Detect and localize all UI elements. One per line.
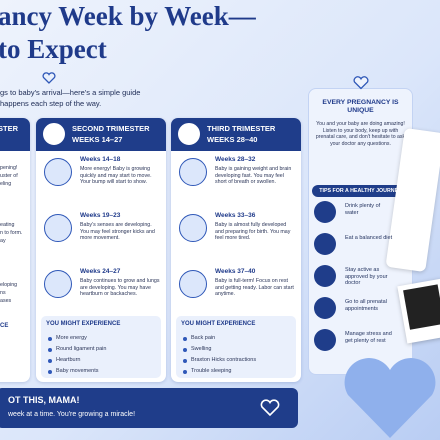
entry-icon xyxy=(44,158,72,186)
entry-icon xyxy=(179,214,207,242)
entry-label: Weeks 14–18 xyxy=(80,156,121,163)
fragment-heading: CE xyxy=(0,323,9,329)
entry-text: Baby is gaining weight and brain develop… xyxy=(215,166,292,186)
heart-pillow xyxy=(344,358,436,438)
entry-label: Weeks 28–32 xyxy=(215,156,256,163)
heart-icon xyxy=(260,399,280,417)
experience-item: Baby movements xyxy=(56,368,99,374)
bullet xyxy=(48,370,52,374)
tips-title: TIPS FOR A HEALTHY JOURNEY xyxy=(312,185,409,197)
tip-icon xyxy=(314,201,336,223)
card-weeks: WEEKS 28–40 xyxy=(207,135,258,144)
fragment-text: eating xyxy=(0,222,15,228)
card-header: STER xyxy=(0,118,30,151)
banner: OT THIS, MAMA! week at a time. You're gr… xyxy=(0,388,298,428)
bullet xyxy=(48,348,52,352)
experience-item: Back pain xyxy=(191,335,216,341)
entry-label: Weeks 37–40 xyxy=(215,268,256,275)
entry-icon xyxy=(44,270,72,298)
banner-text: week at a time. You're growing a miracle… xyxy=(8,411,136,418)
experience-title: YOU MIGHT EXPERIENCE xyxy=(46,321,121,327)
tip-text: Stay active as approved by your doctor xyxy=(345,267,388,287)
entry-label: Weeks 24–27 xyxy=(80,268,121,275)
banner-title: OT THIS, MAMA! xyxy=(8,395,80,405)
card-title: THIRD TRIMESTER xyxy=(207,124,276,133)
experience-item: More energy xyxy=(56,335,87,341)
title-line: ancy Week by Week— xyxy=(0,1,256,31)
fragment-text: eloping xyxy=(0,282,18,288)
fragment-text: eling xyxy=(0,181,12,187)
subtitle: happens each step of the way. xyxy=(0,99,102,108)
header-icon xyxy=(43,123,65,145)
entry-text: Baby continues to grow and lungs are dev… xyxy=(80,278,160,298)
photo-fill xyxy=(403,284,440,330)
bullet xyxy=(48,359,52,363)
title-line: to Expect xyxy=(0,34,107,64)
heart-icon xyxy=(353,76,369,90)
entry-text: Baby is full-term! Focus on rest and get… xyxy=(215,278,294,298)
fragment-text: n to form. xyxy=(0,230,23,236)
entry-text: Baby is almost fully developed and prepa… xyxy=(215,222,291,242)
bullet xyxy=(183,348,187,352)
entry-icon xyxy=(179,270,207,298)
card-title: STER xyxy=(0,124,18,133)
fragment-text: pening! xyxy=(0,165,18,171)
experience-item: Trouble sleeping xyxy=(191,368,232,374)
experience-title: YOU MIGHT EXPERIENCE xyxy=(181,321,256,327)
experience-box xyxy=(41,316,161,378)
tip-text: Manage stress and get plenty of rest xyxy=(345,331,392,344)
tip-icon xyxy=(314,297,336,319)
card-weeks: WEEKS 14–27 xyxy=(72,135,123,144)
experience-item: Heartburn xyxy=(56,357,81,363)
card-title: SECOND TRIMESTER xyxy=(72,124,150,133)
side-title: EVERY PREGNANCY IS UNIQUE xyxy=(322,99,399,114)
tip-text: Drink plenty of water xyxy=(345,203,381,216)
bullet xyxy=(48,337,52,341)
fragment-text: ases xyxy=(0,298,12,304)
fragment-text: uster of xyxy=(0,173,18,179)
subtitle: gs to baby's arrival—here's a simple gui… xyxy=(0,88,141,97)
fragment-text: ns xyxy=(0,290,6,296)
entry-icon xyxy=(44,214,72,242)
fragment-text: ay xyxy=(0,238,6,244)
experience-item: Braxton Hicks contractions xyxy=(191,357,257,363)
bullet xyxy=(183,359,187,363)
tip-icon xyxy=(314,265,336,287)
entry-icon xyxy=(179,158,207,186)
tip-text: Eat a balanced diet xyxy=(345,235,393,241)
first-trimester-card: STER xyxy=(0,118,30,382)
entry-label: Weeks 33–36 xyxy=(215,212,256,219)
bullet xyxy=(183,370,187,374)
entry-label: Weeks 19–23 xyxy=(80,212,121,219)
tip-icon xyxy=(314,233,336,255)
tip-icon xyxy=(314,329,336,351)
heart-icon xyxy=(42,72,56,84)
side-text: You and your baby are doing amazing! Lis… xyxy=(315,121,406,147)
header-icon xyxy=(178,123,200,145)
tip-text: Go to all prenatal appointments xyxy=(345,299,387,312)
experience-item: Round ligament pain xyxy=(56,346,107,352)
bullet xyxy=(183,337,187,341)
entry-text: Baby's senses are developing. You may fe… xyxy=(80,222,155,242)
experience-item: Swelling xyxy=(191,346,212,352)
experience-box xyxy=(176,316,296,378)
entry-text: More energy! Baby is growing quickly and… xyxy=(80,166,152,186)
